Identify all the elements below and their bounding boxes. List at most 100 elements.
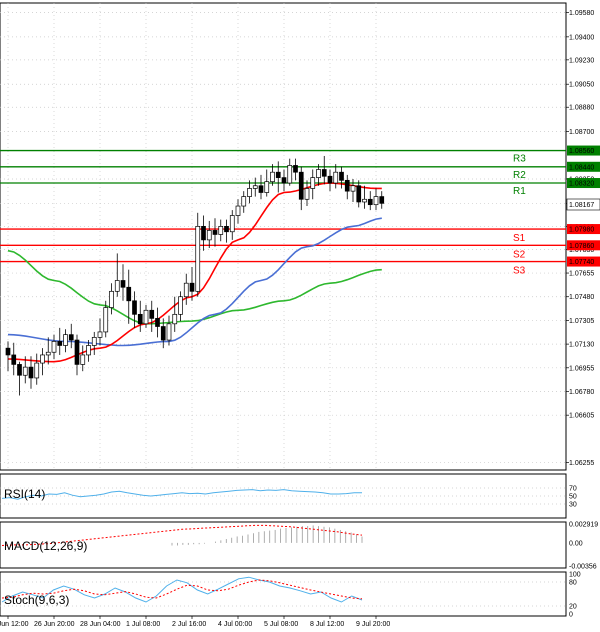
candle-bull [86, 345, 91, 356]
candle-bear [224, 225, 229, 233]
candle-bull [247, 188, 252, 197]
price-tick-label: 1.06780 [569, 389, 594, 396]
rsi-tick-label: 70 [569, 486, 577, 493]
level-tag-bg [567, 256, 600, 267]
level-name-r1: R1 [513, 186, 526, 197]
candlesticks [5, 155, 385, 396]
candle-bull [45, 351, 51, 356]
current-price-tag: 1.08167 [566, 198, 600, 211]
candle-bear [126, 286, 132, 302]
price-tick-label: 1.09400 [569, 34, 594, 41]
time-tick-label: 1 Jul 08:00 [126, 621, 160, 628]
candle-bear [120, 280, 126, 288]
candle-bear [293, 165, 298, 173]
candle-bull [264, 181, 270, 193]
candle-bull [143, 309, 149, 325]
macd-tick-label: -0.00356 [569, 564, 597, 571]
level-tag-label: 1.08320 [569, 181, 594, 188]
price-tick-label: 1.09230 [569, 57, 594, 64]
level-name-s1: S1 [513, 233, 526, 244]
time-tick-label: 2 Jul 16:00 [172, 621, 206, 628]
candle-bull [183, 282, 189, 298]
price-pane[interactable]: R3 R2 R1 S1 S2 S3 [0, 2, 567, 471]
candle-bull [51, 341, 57, 353]
price-tick-label: 1.07655 [569, 271, 594, 278]
stoch-k-line [1, 576, 363, 603]
candle-bear [11, 354, 17, 365]
macd-axis: 0.002919 0.00 -0.00356 [569, 522, 598, 571]
candle-bear [356, 185, 362, 203]
stoch-label: Stoch(9,6,3) [4, 593, 69, 607]
candle-bear [344, 179, 350, 192]
candle-bear [5, 347, 11, 356]
candle-bear [298, 171, 304, 200]
level-tag-label: 1.08440 [569, 164, 594, 171]
price-tick-label: 1.09580 [569, 10, 594, 17]
candle-bull [195, 225, 201, 292]
time-tick-label: 9 Jul 20:00 [356, 621, 390, 628]
stoch-tick-label: 20 [569, 604, 577, 611]
level-tag-bg [567, 224, 600, 235]
price-tick-label: 1.06605 [569, 413, 594, 420]
candle-bear [17, 364, 22, 376]
ma-fast-line [7, 182, 382, 363]
level-name-s2: S2 [513, 249, 526, 260]
candle-bull [333, 171, 339, 184]
rsi-line [1, 489, 362, 500]
candle-bull [114, 280, 120, 292]
stoch-tick-label: 0 [569, 612, 573, 619]
rsi-label: RSI(14) [4, 487, 45, 501]
level-name-r2: R2 [513, 170, 526, 181]
macd-label: MACD(12,26,9) [4, 539, 87, 553]
candle-bull [310, 177, 316, 189]
candle-bull [218, 225, 224, 235]
level-tag-label: 1.08560 [569, 148, 594, 155]
candle-bull [270, 171, 275, 183]
candle-bull [252, 185, 258, 189]
candle-bear [321, 169, 327, 177]
candle-bear [149, 309, 155, 319]
candle-bull [229, 215, 235, 233]
candle-bear [57, 341, 63, 346]
time-tick-label: 28 Jun 04:00 [80, 621, 121, 628]
price-tick-label: 1.07480 [569, 294, 594, 301]
candle-bull [304, 188, 310, 200]
candle-bull [373, 196, 379, 206]
level-price-tags: 1.08560 1.08440 1.08320 1.07980 1.07860 1.077… [567, 145, 600, 267]
candle-bull [362, 198, 367, 203]
price-tick-label: 1.08700 [569, 129, 594, 136]
candle-bear [339, 171, 344, 181]
ma-slow-line [7, 249, 382, 325]
candle-bull [287, 165, 293, 184]
candle-bear [379, 196, 385, 204]
level-tag-bg [567, 240, 600, 251]
rsi-tick-label: 30 [569, 502, 577, 509]
candle-bull [22, 366, 28, 376]
candle-bull [178, 296, 183, 315]
level-tag-label: 1.07740 [569, 259, 594, 266]
candle-bear [74, 339, 80, 365]
candle-bull [206, 230, 212, 241]
candle-bear [367, 198, 373, 206]
price-tick-label: 1.07830 [569, 247, 594, 254]
time-tick-label: 8 Jul 12:00 [310, 621, 344, 628]
time-tick-label: 25 Jun 12:00 [0, 621, 29, 628]
level-tag-label: 1.07980 [569, 227, 594, 234]
macd-signal-line [1, 524, 363, 546]
macd-pane[interactable]: MACD(12,26,9) 0.002919 0.00 -0.00356 [0, 521, 598, 571]
candle-bear [212, 230, 218, 235]
time-tick-label: 4 Jul 00:00 [218, 621, 252, 628]
candle-bull [40, 354, 45, 364]
time-axis: 25 Jun 12:00 26 Jun 20:00 28 Jun 04:00 1 Ju… [0, 616, 390, 628]
candle-bull [172, 313, 178, 325]
level-tag-bg [567, 145, 600, 156]
level-tag-bg [567, 161, 600, 172]
price-tick-label: 1.06255 [569, 460, 594, 467]
candle-bear [137, 313, 143, 325]
macd-tick-label: 0.00 [569, 540, 583, 547]
time-tick-label: 5 Jul 08:00 [264, 621, 298, 628]
